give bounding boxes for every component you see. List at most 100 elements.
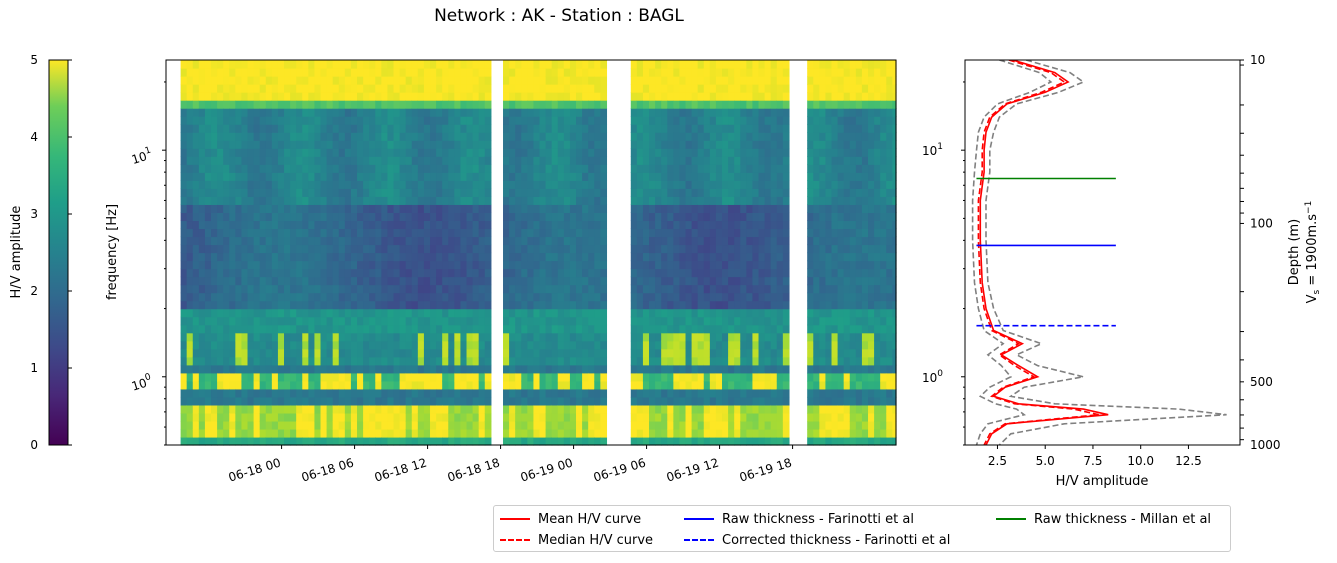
- heatmap-cell: [357, 364, 364, 374]
- heatmap-cell: [357, 316, 364, 326]
- heatmap-cell: [326, 188, 334, 197]
- heatmap-cell: [478, 364, 486, 374]
- heatmap-cell: [588, 356, 595, 366]
- heatmap-cell: [344, 140, 352, 149]
- heatmap-cell: [466, 84, 474, 93]
- heatmap-cell: [679, 124, 687, 133]
- heatmap-cell: [357, 412, 364, 422]
- heatmap-cell: [752, 108, 760, 117]
- heatmap-cell: [448, 140, 455, 149]
- heatmap-cell: [235, 396, 243, 406]
- heatmap-cell: [381, 156, 389, 165]
- heatmap-cell: [770, 172, 778, 181]
- heatmap-cell: [302, 372, 309, 382]
- heatmap-cell: [855, 188, 863, 197]
- heatmap-cell: [679, 140, 687, 149]
- heatmap-cell: [381, 132, 389, 141]
- heatmap-cell: [405, 116, 413, 125]
- heatmap-cell: [259, 60, 267, 69]
- heatmap-cell: [247, 196, 255, 205]
- heatmap-cell: [423, 292, 431, 302]
- heatmap-cell: [235, 260, 243, 270]
- heatmap-cell: [405, 148, 413, 157]
- heatmap-cell: [746, 92, 754, 101]
- heatmap-cell: [332, 428, 340, 438]
- heatmap-cell: [472, 220, 480, 230]
- heatmap-cell: [819, 180, 827, 189]
- heatmap-cell: [235, 356, 243, 366]
- heatmap-cell: [503, 108, 510, 117]
- heatmap-cell: [642, 372, 650, 382]
- heatmap-cell: [636, 164, 644, 173]
- heatmap-cell: [649, 412, 656, 422]
- heatmap-cell: [375, 164, 382, 173]
- heatmap-cell: [223, 404, 230, 414]
- heatmap-cell: [466, 148, 474, 157]
- heatmap-cell: [436, 132, 443, 141]
- heatmap-cell: [655, 180, 662, 189]
- heatmap-cell: [308, 132, 316, 141]
- heatmap-cell: [229, 300, 236, 310]
- heatmap-cell: [776, 308, 784, 318]
- heatmap-cell: [454, 348, 462, 358]
- heatmap-cell: [728, 180, 735, 189]
- heatmap-cell: [691, 236, 699, 246]
- heatmap-cell: [515, 308, 522, 318]
- heatmap-cell: [241, 300, 249, 310]
- heatmap-cell: [746, 220, 754, 230]
- heatmap-cell: [855, 316, 863, 326]
- heatmap-cell: [332, 212, 340, 222]
- heatmap-cell: [691, 300, 699, 310]
- heatmap-cell: [661, 156, 668, 165]
- heatmap-cell: [399, 220, 407, 230]
- heatmap-cell: [417, 348, 425, 358]
- heatmap-cell: [448, 220, 455, 230]
- heatmap-cell: [204, 76, 212, 85]
- heatmap-cell: [472, 68, 480, 77]
- heatmap-cell: [600, 428, 608, 438]
- heatmap-cell: [752, 60, 760, 69]
- heatmap-cell: [691, 92, 699, 101]
- heatmap-cell: [770, 228, 778, 238]
- heatmap-cell: [734, 340, 741, 350]
- heatmap-cell: [667, 164, 674, 173]
- heatmap-cell: [715, 204, 723, 213]
- heatmap-cell: [308, 284, 316, 294]
- heatmap-cell: [861, 300, 869, 310]
- heatmap-cell: [375, 436, 382, 446]
- heatmap-cell: [284, 388, 291, 398]
- heatmap-cell: [229, 276, 236, 286]
- heatmap-cell: [734, 204, 741, 213]
- heatmap-cell: [697, 68, 705, 77]
- heatmap-cell: [363, 180, 370, 189]
- heatmap-cell: [813, 220, 820, 230]
- heatmap-cell: [253, 188, 261, 197]
- heatmap-cell: [381, 164, 389, 173]
- heatmap-cell: [247, 276, 255, 286]
- heatmap-cell: [472, 132, 480, 141]
- heatmap-cell: [770, 396, 778, 406]
- heatmap-cell: [271, 212, 279, 222]
- heatmap-cell: [290, 148, 297, 157]
- heatmap-cell: [277, 100, 285, 109]
- heatmap-cell: [308, 380, 316, 390]
- heatmap-cell: [758, 204, 766, 213]
- heatmap-cell: [782, 172, 790, 181]
- heatmap-cell: [223, 60, 230, 69]
- heatmap-cell: [369, 348, 376, 358]
- heatmap-cell: [782, 116, 790, 125]
- heatmap-cell: [399, 412, 407, 422]
- heatmap-cell: [855, 252, 863, 262]
- heatmap-cell: [503, 228, 510, 238]
- heatmap-cell: [673, 68, 681, 77]
- heatmap-cell: [728, 380, 735, 390]
- heatmap-cell: [588, 412, 595, 422]
- heatmap-cell: [478, 164, 486, 173]
- heatmap-cell: [509, 412, 516, 422]
- heatmap-cell: [399, 380, 407, 390]
- heatmap-cell: [186, 108, 194, 117]
- heatmap-cell: [369, 84, 376, 93]
- heatmap-cell: [752, 412, 760, 422]
- heatmap-cell: [399, 140, 407, 149]
- heatmap-cell: [192, 396, 200, 406]
